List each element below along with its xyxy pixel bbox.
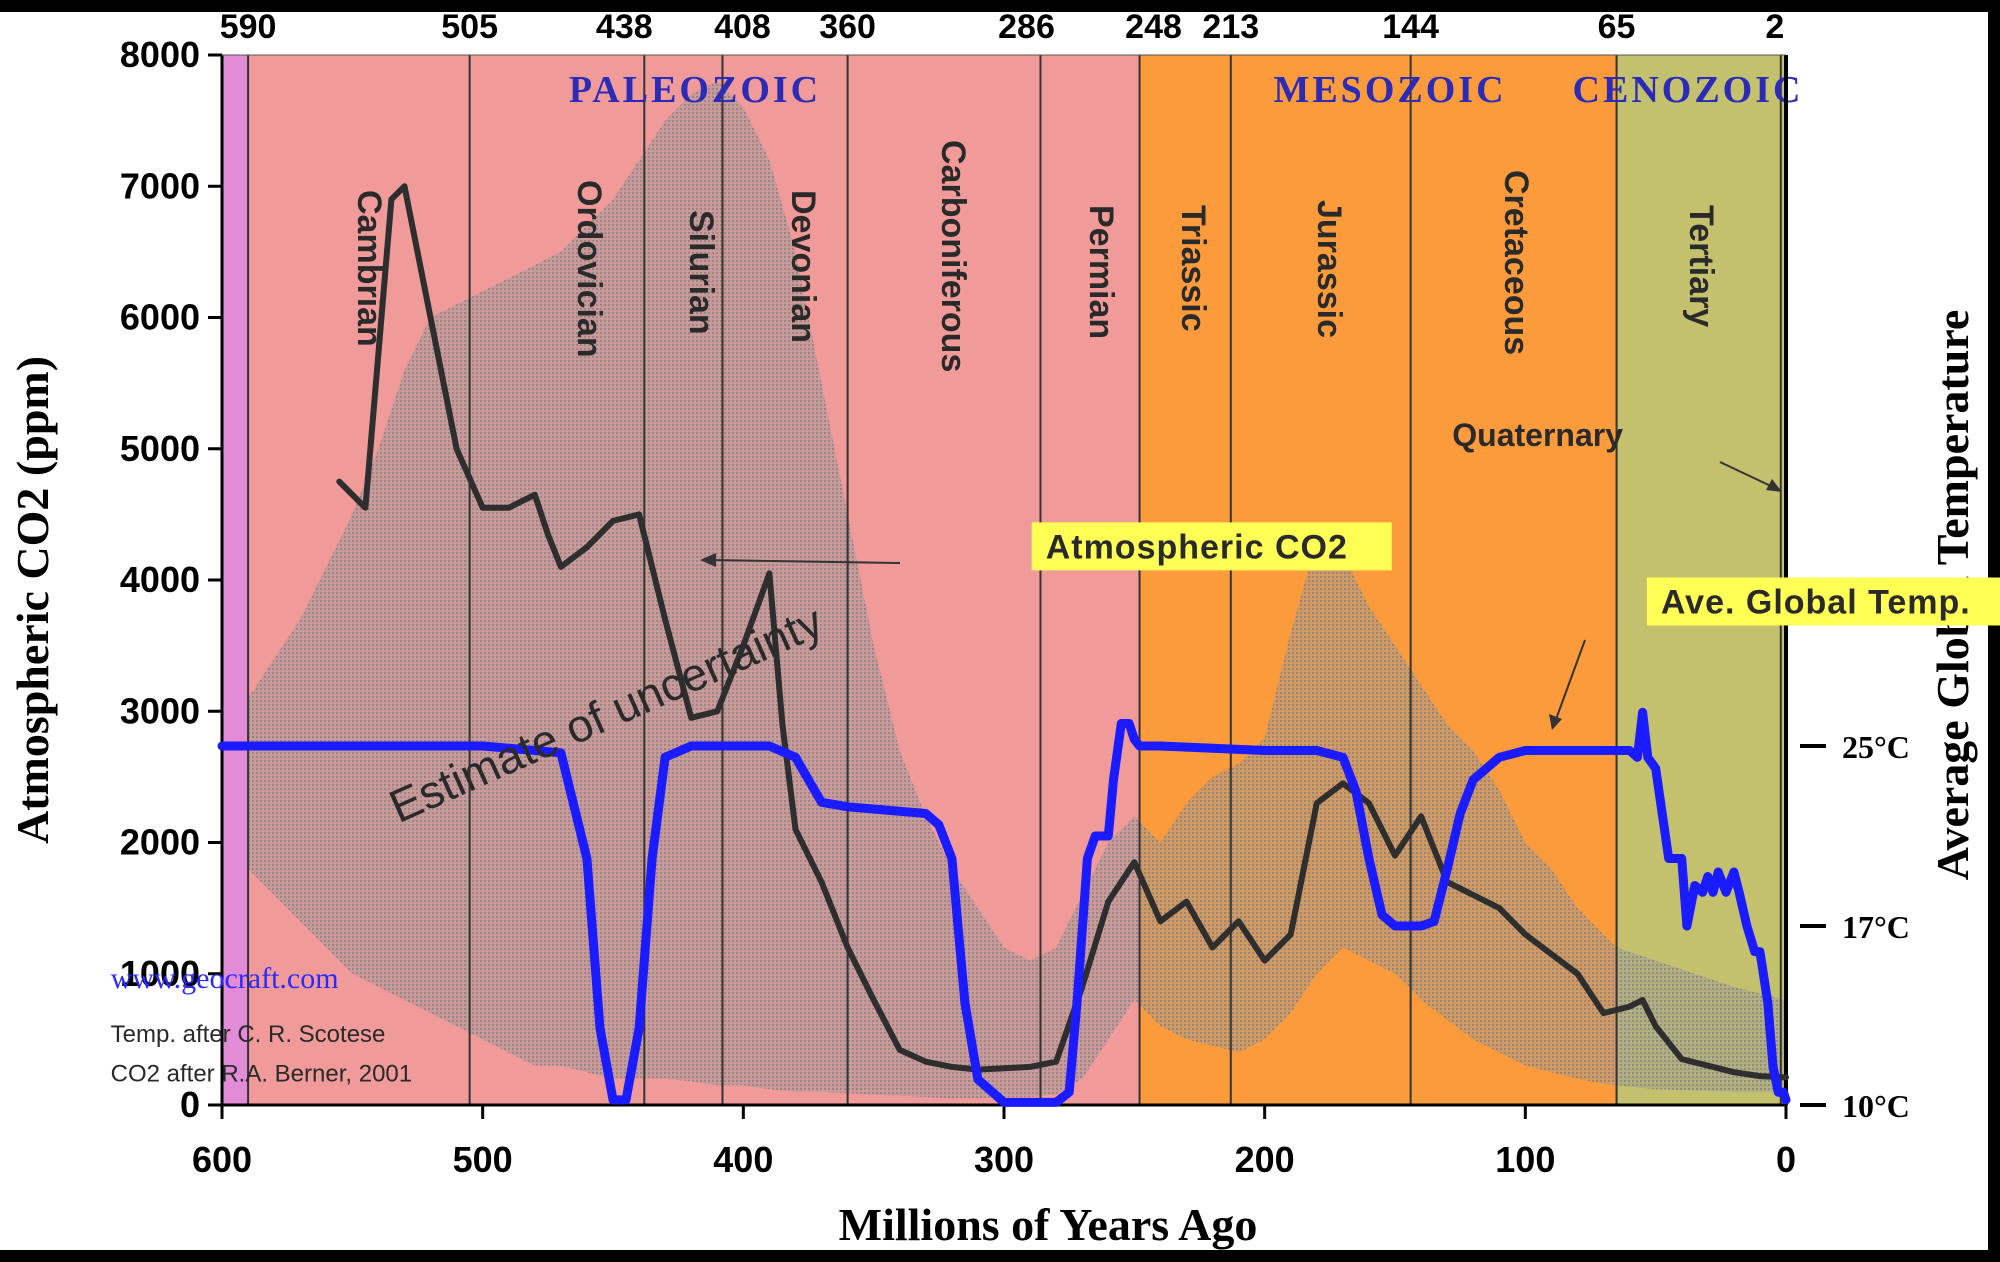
x-tick-label-300: 300 (974, 1139, 1034, 1180)
boundary-label-2: 2 (1765, 8, 1784, 46)
period-label-jurassic: Jurassic (1310, 200, 1348, 338)
period-label-silurian: Silurian (682, 210, 720, 335)
co2-arrow-line (709, 559, 901, 564)
annotation-text-2: Ave. Global Temp. (1661, 584, 1971, 622)
period-label-devonian: Devonian (784, 190, 822, 343)
x-tick-label-600: 600 (192, 1139, 252, 1180)
y-tick-label-7000: 7000 (120, 165, 200, 206)
temp-arrow-head (1549, 714, 1562, 730)
co2-series-line (336, 183, 1789, 1081)
annotation-text-5: www.geocraft.com (111, 962, 339, 995)
quaternary-arrow-head (1766, 479, 1782, 492)
x-tick-label-500: 500 (453, 1139, 513, 1180)
y-tick-label-1000: 1000 (120, 953, 200, 994)
x-tick-label-200: 200 (1235, 1139, 1295, 1180)
boundary-label-286: 286 (998, 8, 1055, 46)
annotation-box-1 (1031, 522, 1392, 571)
y-tick-label-3000: 3000 (120, 690, 200, 731)
y-tick-label-0: 0 (180, 1084, 200, 1125)
right-frame (1988, 0, 2000, 1262)
y-tick-label-2000: 2000 (120, 822, 200, 863)
period-label-permian: Permian (1082, 205, 1120, 339)
era-label-paleozoic: PALEOZOIC (569, 69, 821, 111)
period-label-tertiary: Tertiary (1682, 205, 1720, 327)
boundary-label-213: 213 (1202, 8, 1259, 46)
temp-tick-label-17: 17°C (1842, 909, 1910, 945)
period-label-cretaceous: Cretaceous (1497, 170, 1535, 355)
era-label-cenozoic: CENOZOIC (1573, 69, 1804, 111)
period-label-carboniferous: Carboniferous (934, 140, 972, 372)
annotation-2: Ave. Global Temp. (1646, 577, 2000, 626)
precambrian-band (222, 55, 249, 1105)
x-tick-label-400: 400 (713, 1139, 773, 1180)
boundary-label-65: 65 (1598, 8, 1636, 46)
boundary-label-438: 438 (596, 8, 653, 46)
boundary-label-248: 248 (1125, 8, 1182, 46)
temp-tick-label-10: 10°C (1842, 1088, 1910, 1124)
annotation-text-4: Quaternary (1452, 417, 1623, 453)
y-tick-label-5000: 5000 (120, 428, 200, 469)
period-label-triassic: Triassic (1174, 205, 1212, 332)
period-label-ordovician: Ordovician (570, 180, 608, 358)
bottom-frame (0, 1250, 2000, 1262)
quaternary-arrow-line (1719, 461, 1776, 489)
y-axis-title: Atmospheric CO2 (ppm) (7, 356, 58, 844)
annotation-1: Atmospheric CO2 (1031, 522, 1392, 571)
top-frame (0, 0, 2000, 12)
y-tick-label-4000: 4000 (120, 559, 200, 600)
temp-arrow-line (1554, 639, 1586, 723)
boundary-label-144: 144 (1382, 8, 1439, 46)
annotation-text-1: Atmospheric CO2 (1046, 528, 1348, 566)
co2-arrow-head (700, 553, 716, 567)
boundary-label-360: 360 (819, 8, 876, 46)
annotation-text-7: CO2 after R.A. Berner, 2001 (111, 1060, 413, 1087)
y-tick-label-6000: 6000 (120, 297, 200, 338)
y-tick-label-8000: 8000 (120, 34, 200, 75)
boundary-label-590: 590 (220, 8, 277, 46)
boundary-label-505: 505 (441, 8, 498, 46)
x-tick-label-100: 100 (1495, 1139, 1555, 1180)
x-tick-label-0: 0 (1776, 1139, 1796, 1180)
annotation-text-6: Temp. after C. R. Scotese (111, 1021, 386, 1048)
era-label-mesozoic: MESOZOIC (1273, 69, 1506, 111)
temperature-series-line (217, 707, 1791, 1107)
x-axis-title: Millions of Years Ago (839, 1199, 1258, 1250)
annotation-box-2 (1646, 577, 2000, 626)
boundary-label-408: 408 (714, 8, 771, 46)
temp-tick-label-25: 25°C (1842, 729, 1910, 765)
